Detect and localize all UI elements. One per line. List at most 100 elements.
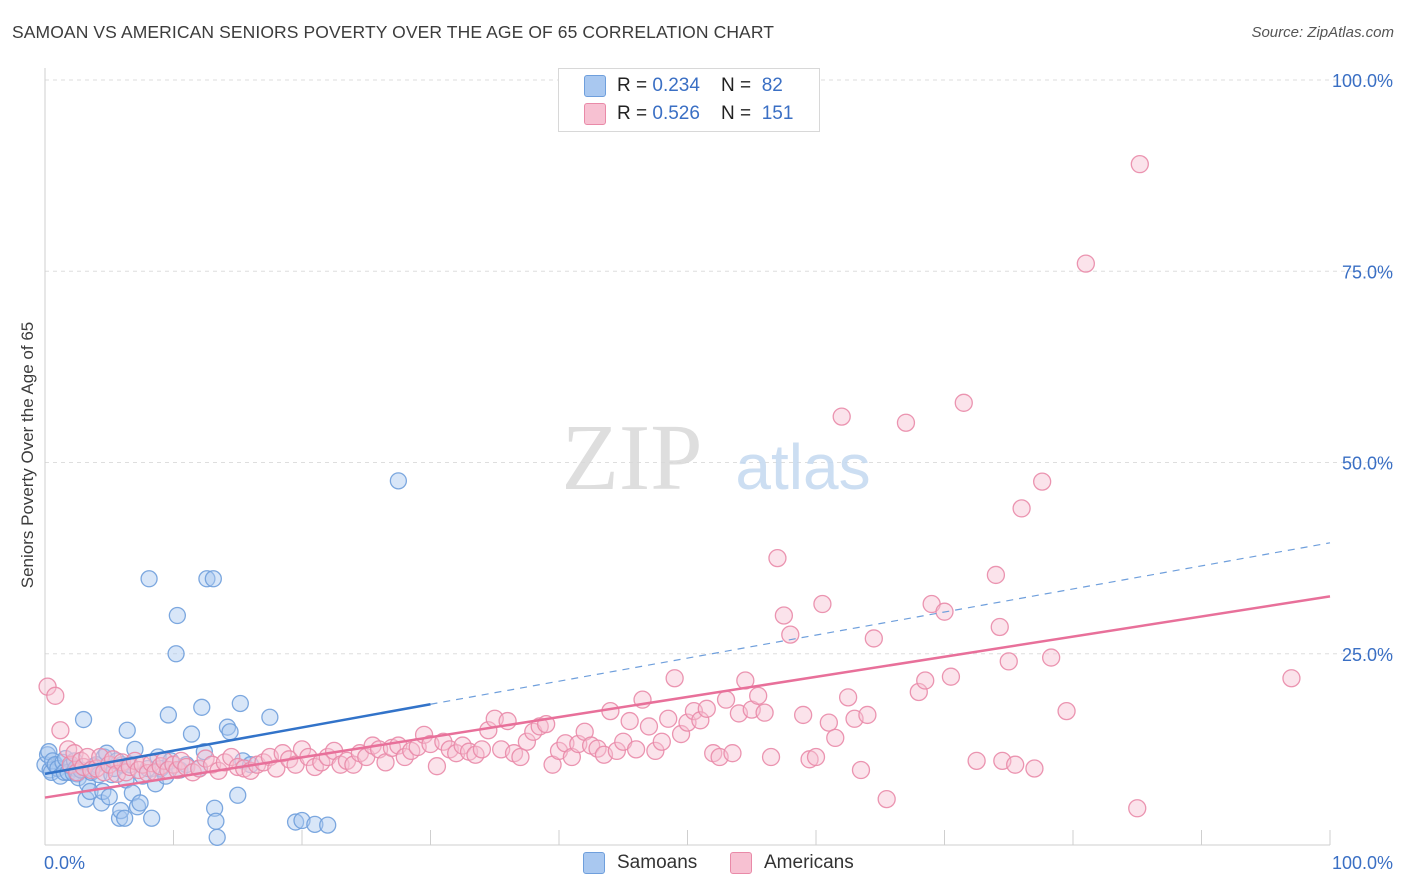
data-point — [46, 686, 65, 705]
trend-line-samoans — [44, 703, 431, 776]
data-point — [306, 815, 324, 833]
data-point — [208, 828, 226, 846]
data-point — [723, 744, 742, 763]
n-label: N = — [721, 75, 757, 96]
data-point — [665, 669, 684, 688]
data-point — [1282, 669, 1301, 688]
data-point — [118, 721, 136, 739]
data-point — [626, 740, 646, 759]
x-tick-label: 0.0% — [44, 853, 85, 873]
trend-line-samoans-extended — [430, 542, 1331, 705]
data-point — [794, 705, 813, 725]
data-point — [916, 671, 935, 690]
correlation-legend: R = 0.234 N = 82 R = 0.526 N = 151 — [558, 68, 820, 132]
y-tick-label: 50.0% — [1342, 454, 1393, 474]
data-point — [204, 570, 222, 588]
y-tick-label: 100.0% — [1332, 71, 1393, 91]
data-point — [896, 413, 916, 432]
legend-swatch-samoans — [583, 852, 605, 874]
trend-lines — [44, 542, 1331, 799]
data-point — [990, 617, 1009, 637]
data-point — [877, 789, 896, 809]
y-axis-label: Seniors Poverty Over the Age of 65 — [18, 321, 37, 589]
legend-label-americans: Americans — [764, 852, 854, 873]
axes — [44, 68, 1331, 846]
data-point — [838, 688, 858, 707]
r-value: 0.234 — [652, 75, 700, 96]
data-point — [755, 703, 774, 722]
data-point — [1006, 755, 1025, 774]
watermark: ZIP atlas — [562, 406, 871, 510]
legend-item-samoans[interactable]: Samoans — [583, 852, 697, 874]
data-point — [819, 713, 838, 732]
data-point — [140, 570, 158, 588]
data-point — [864, 629, 883, 648]
data-point — [100, 788, 118, 806]
data-point — [1057, 701, 1076, 721]
tick-labels: 100.0% 75.0% 50.0% 25.0% 0.0% 100.0% — [44, 71, 1393, 873]
data-point — [659, 709, 678, 728]
data-point — [986, 565, 1006, 585]
trend-line-americans — [44, 595, 1331, 799]
data-point — [774, 606, 794, 625]
data-point — [427, 757, 447, 776]
data-point — [1033, 472, 1052, 491]
data-point — [806, 747, 826, 767]
x-tick-label: 100.0% — [1332, 853, 1393, 873]
data-point — [620, 711, 639, 731]
watermark-zip: ZIP — [562, 406, 703, 510]
data-point — [941, 667, 961, 686]
data-point — [832, 407, 851, 426]
data-point — [218, 718, 237, 736]
data-point — [38, 677, 57, 696]
data-point — [167, 645, 185, 663]
data-point — [1042, 648, 1061, 667]
data-point — [1130, 154, 1149, 174]
r-label: R = — [617, 75, 653, 96]
legend-swatch-americans — [584, 103, 606, 125]
data-point — [813, 594, 832, 614]
n-value: 151 — [761, 103, 794, 124]
data-point — [1025, 759, 1044, 778]
data-point — [74, 710, 93, 729]
data-point — [749, 686, 768, 705]
data-point — [205, 799, 224, 817]
chart-title: SAMOAN VS AMERICAN SENIORS POVERTY OVER … — [12, 22, 775, 42]
data-point — [1076, 254, 1095, 273]
data-point — [954, 393, 973, 412]
data-point — [193, 698, 211, 716]
data-point — [195, 743, 213, 761]
data-point — [293, 811, 311, 830]
data-point — [909, 682, 928, 702]
data-point — [639, 717, 659, 736]
data-point — [826, 728, 845, 748]
legend-item-americans[interactable]: Americans — [730, 852, 854, 874]
r-label: R = — [617, 103, 653, 124]
data-point — [858, 705, 877, 725]
data-point — [517, 732, 537, 751]
n-label: N = — [721, 103, 757, 124]
data-point — [207, 812, 225, 830]
data-point — [671, 724, 691, 744]
n-value: 82 — [761, 75, 783, 96]
y-tick-label: 75.0% — [1342, 262, 1393, 282]
data-point — [967, 751, 986, 770]
data-point — [182, 725, 201, 743]
legend-swatch-americans — [730, 852, 752, 874]
source-label: Source: ZipAtlas.com — [1251, 24, 1394, 41]
data-point — [761, 747, 781, 767]
data-point — [286, 813, 305, 831]
data-point — [198, 570, 216, 588]
watermark-atlas: atlas — [735, 431, 870, 503]
data-point — [607, 741, 626, 761]
data-point — [1128, 799, 1147, 818]
data-point — [231, 694, 249, 713]
data-point — [261, 708, 279, 726]
data-point — [229, 786, 247, 804]
data-point — [221, 723, 239, 741]
data-point — [472, 740, 492, 759]
data-point — [116, 809, 134, 827]
data-point — [319, 816, 337, 834]
data-point — [222, 747, 241, 767]
